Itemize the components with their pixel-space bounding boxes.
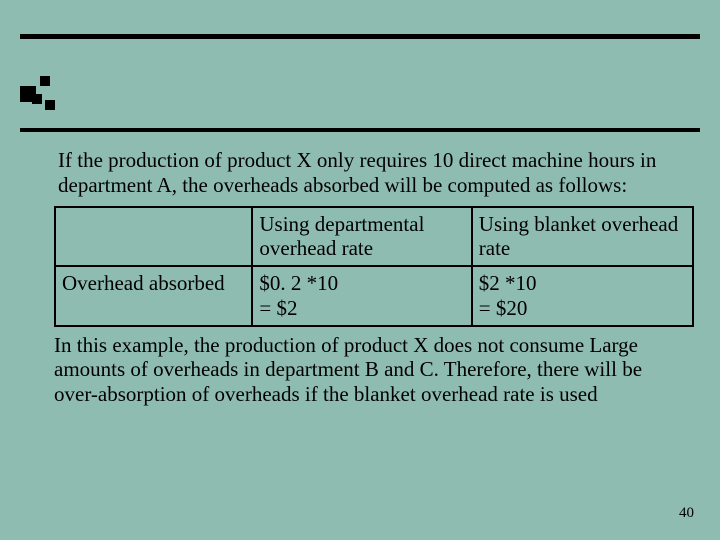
bullet-icon [20,76,56,112]
table-cell: Using blanket overhead rate [472,207,693,267]
table-row: Overhead absorbed $0. 2 *10= $2 $2 *10= … [55,266,693,326]
intro-text: If the production of product X only requ… [50,148,690,198]
top-rule [20,34,700,39]
table-cell: $2 *10= $20 [472,266,693,326]
page-number: 40 [679,505,694,522]
outro-text: In this example, the production of produ… [50,333,690,407]
table-cell [55,207,252,267]
table-cell: $0. 2 *10= $2 [252,266,471,326]
table-row: Using departmental overhead rate Using b… [55,207,693,267]
table-cell: Overhead absorbed [55,266,252,326]
slide-content: If the production of product X only requ… [50,148,690,407]
table-cell: Using departmental overhead rate [252,207,471,267]
overhead-table: Using departmental overhead rate Using b… [54,206,694,327]
mid-rule [20,128,700,132]
